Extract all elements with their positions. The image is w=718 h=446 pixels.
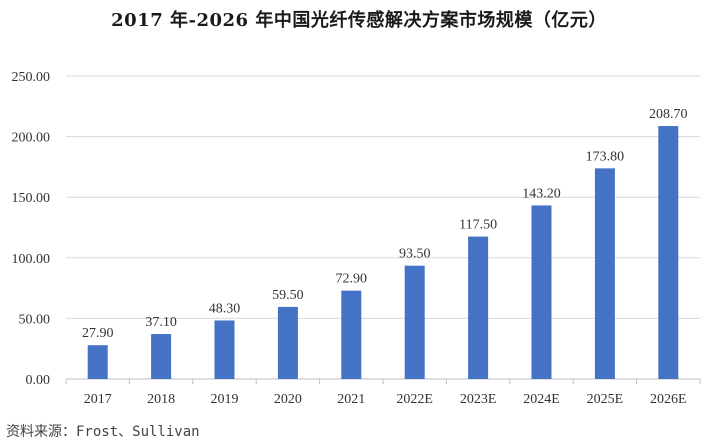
data-label: 37.10 <box>145 315 177 330</box>
gridlines <box>65 75 701 384</box>
source-note: 资料来源：Frost、Sullivan <box>6 424 200 440</box>
x-axis-ticks: 2017 2018 2019 2020 2021 2022E 2023E 2024E 2025E… <box>84 392 687 407</box>
chart-title: 2017 年-2026 年中国光纤传感解决方案市场规模（亿元） <box>111 10 607 31</box>
x-tick-label: 2019 <box>211 392 239 407</box>
y-tick-label: 200.00 <box>12 131 51 146</box>
y-tick-label: 150.00 <box>12 191 51 206</box>
bar-2019 <box>214 320 235 379</box>
x-tick-label: 2017 <box>84 392 112 407</box>
bar-2018 <box>151 334 172 379</box>
data-label: 93.50 <box>399 247 431 262</box>
data-label: 173.80 <box>586 149 625 164</box>
bar-2022E <box>404 265 425 379</box>
bar-2024E <box>531 205 552 379</box>
data-label: 117.50 <box>459 218 497 233</box>
bar-2026E <box>658 126 679 379</box>
data-labels: 27.90 37.10 48.30 59.50 72.90 93.50 117.50 143.… <box>82 107 688 341</box>
y-tick-label: 0.00 <box>26 373 51 388</box>
y-tick-label: 100.00 <box>12 252 51 267</box>
x-tick-label: 2026E <box>650 392 687 407</box>
data-label: 27.90 <box>82 326 114 341</box>
x-tick-label: 2018 <box>147 392 175 407</box>
data-label: 48.30 <box>209 301 241 316</box>
data-label: 59.50 <box>272 288 304 303</box>
bar-2017 <box>87 345 108 379</box>
data-label: 72.90 <box>336 272 368 287</box>
bar-2020 <box>277 306 298 379</box>
y-tick-label: 50.00 <box>19 312 51 327</box>
x-tick-label: 2023E <box>460 392 497 407</box>
x-tick-label: 2021 <box>337 392 365 407</box>
x-tick-label: 2020 <box>274 392 302 407</box>
x-tick-label: 2022E <box>396 392 433 407</box>
y-tick-label: 250.00 <box>12 70 51 85</box>
bar-2023E <box>468 236 489 379</box>
x-tick-label: 2024E <box>523 392 560 407</box>
y-axis-ticks: 0.00 50.00 100.00 150.00 200.00 250.00 <box>12 70 51 388</box>
bar-2025E <box>594 168 615 379</box>
data-label: 208.70 <box>649 107 688 122</box>
bar-2021 <box>341 290 362 379</box>
data-label: 143.20 <box>522 186 561 201</box>
bars <box>87 126 679 379</box>
x-tick-label: 2025E <box>587 392 624 407</box>
